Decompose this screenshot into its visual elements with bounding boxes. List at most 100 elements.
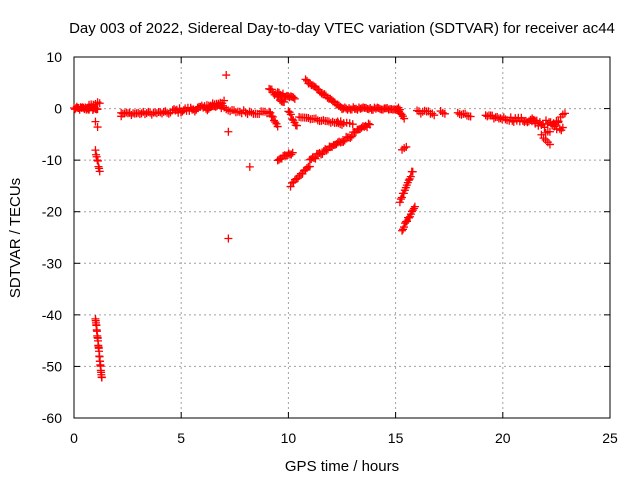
data-point <box>97 373 106 382</box>
data-point <box>229 106 238 115</box>
data-point <box>466 112 475 121</box>
data-point <box>404 176 413 185</box>
y-axis-label: SDTVAR / TECUs <box>7 178 24 298</box>
x-tick-label: 5 <box>177 430 185 446</box>
data-point <box>224 234 233 243</box>
data-point <box>397 193 406 202</box>
data-point <box>95 167 104 176</box>
data-point <box>438 108 447 117</box>
data-point <box>428 109 437 118</box>
data-point <box>396 195 405 204</box>
data-point <box>545 127 554 136</box>
data-point <box>289 93 298 102</box>
data-point <box>409 204 418 213</box>
data-point <box>292 121 301 130</box>
data-point <box>245 162 254 171</box>
data-point <box>408 167 417 176</box>
data-point <box>400 223 409 232</box>
data-point <box>506 113 515 122</box>
data-point <box>301 75 310 84</box>
data-point <box>558 123 567 132</box>
data-point <box>402 217 411 226</box>
data-point <box>560 109 569 118</box>
data-point <box>224 127 233 136</box>
data-point <box>402 142 411 151</box>
chart-title: Day 003 of 2022, Sidereal Day-to-day VTE… <box>69 20 615 37</box>
x-tick-label: 10 <box>281 430 297 446</box>
data-point <box>404 213 413 222</box>
y-tick-label: 10 <box>46 49 62 65</box>
data-point <box>220 96 229 105</box>
data-point <box>398 226 407 235</box>
data-point <box>127 110 136 119</box>
data-point <box>554 117 563 126</box>
data-point <box>338 120 346 129</box>
plot-frame <box>73 56 611 419</box>
data-point <box>95 99 104 108</box>
y-tick-label: -10 <box>42 152 62 168</box>
data-point <box>290 94 299 103</box>
data-point <box>311 154 320 163</box>
data-point <box>268 112 277 121</box>
data-point <box>348 120 357 129</box>
data-point <box>267 112 276 121</box>
data-point <box>400 114 409 123</box>
ticks-layer: 0 5 10 15 20 25 10 0 -10 -20 -30 -40 -50 -60 <box>42 49 618 446</box>
data-point <box>286 182 295 191</box>
x-tick-label: 15 <box>388 430 404 446</box>
data-point <box>322 146 331 155</box>
data-point <box>310 153 319 162</box>
data-point <box>93 105 102 114</box>
data-point <box>288 148 297 157</box>
data-point <box>457 110 466 119</box>
data-point <box>222 71 231 80</box>
data-point <box>164 109 173 118</box>
data-point <box>286 110 295 119</box>
data-point <box>304 114 313 122</box>
y-tick-label: -30 <box>42 255 62 271</box>
data-point <box>430 111 439 120</box>
data-point <box>273 122 282 131</box>
data-point <box>440 109 449 118</box>
data-point <box>235 107 244 116</box>
y-tick-label: -40 <box>42 307 62 323</box>
x-tick-label: 20 <box>495 430 511 446</box>
data-point <box>347 132 356 141</box>
data-point <box>346 133 355 142</box>
x-axis-label: GPS time / hours <box>285 458 399 475</box>
data-point <box>265 107 274 116</box>
data-point <box>545 140 554 149</box>
data-point <box>406 172 415 181</box>
data-point <box>247 108 256 117</box>
data-point <box>93 123 102 132</box>
data-point <box>541 128 550 137</box>
data-point <box>408 206 417 215</box>
data-point <box>400 144 409 153</box>
data-point <box>159 107 168 116</box>
data-point <box>305 162 314 171</box>
data-point <box>91 117 100 126</box>
y-tick-label: -20 <box>42 204 62 220</box>
y-tick-label: -60 <box>42 410 62 426</box>
data-point <box>365 120 374 129</box>
data-point <box>397 110 406 119</box>
data-point <box>339 137 348 146</box>
data-point <box>453 108 462 117</box>
data-point <box>287 150 296 159</box>
data-point <box>226 107 235 116</box>
data-point <box>401 219 410 228</box>
data-point <box>550 122 559 131</box>
data-point <box>222 105 231 114</box>
data-point <box>501 115 510 124</box>
data-point <box>319 116 328 125</box>
data-point <box>117 112 126 121</box>
data-point <box>410 202 419 211</box>
x-tick-label: 0 <box>70 430 78 446</box>
data-point <box>364 119 373 128</box>
y-tick-label: -50 <box>42 358 62 374</box>
x-tick-label: 25 <box>602 430 618 446</box>
y-tick-label: 0 <box>54 101 62 117</box>
points-layer <box>70 71 569 382</box>
data-point <box>271 118 280 127</box>
